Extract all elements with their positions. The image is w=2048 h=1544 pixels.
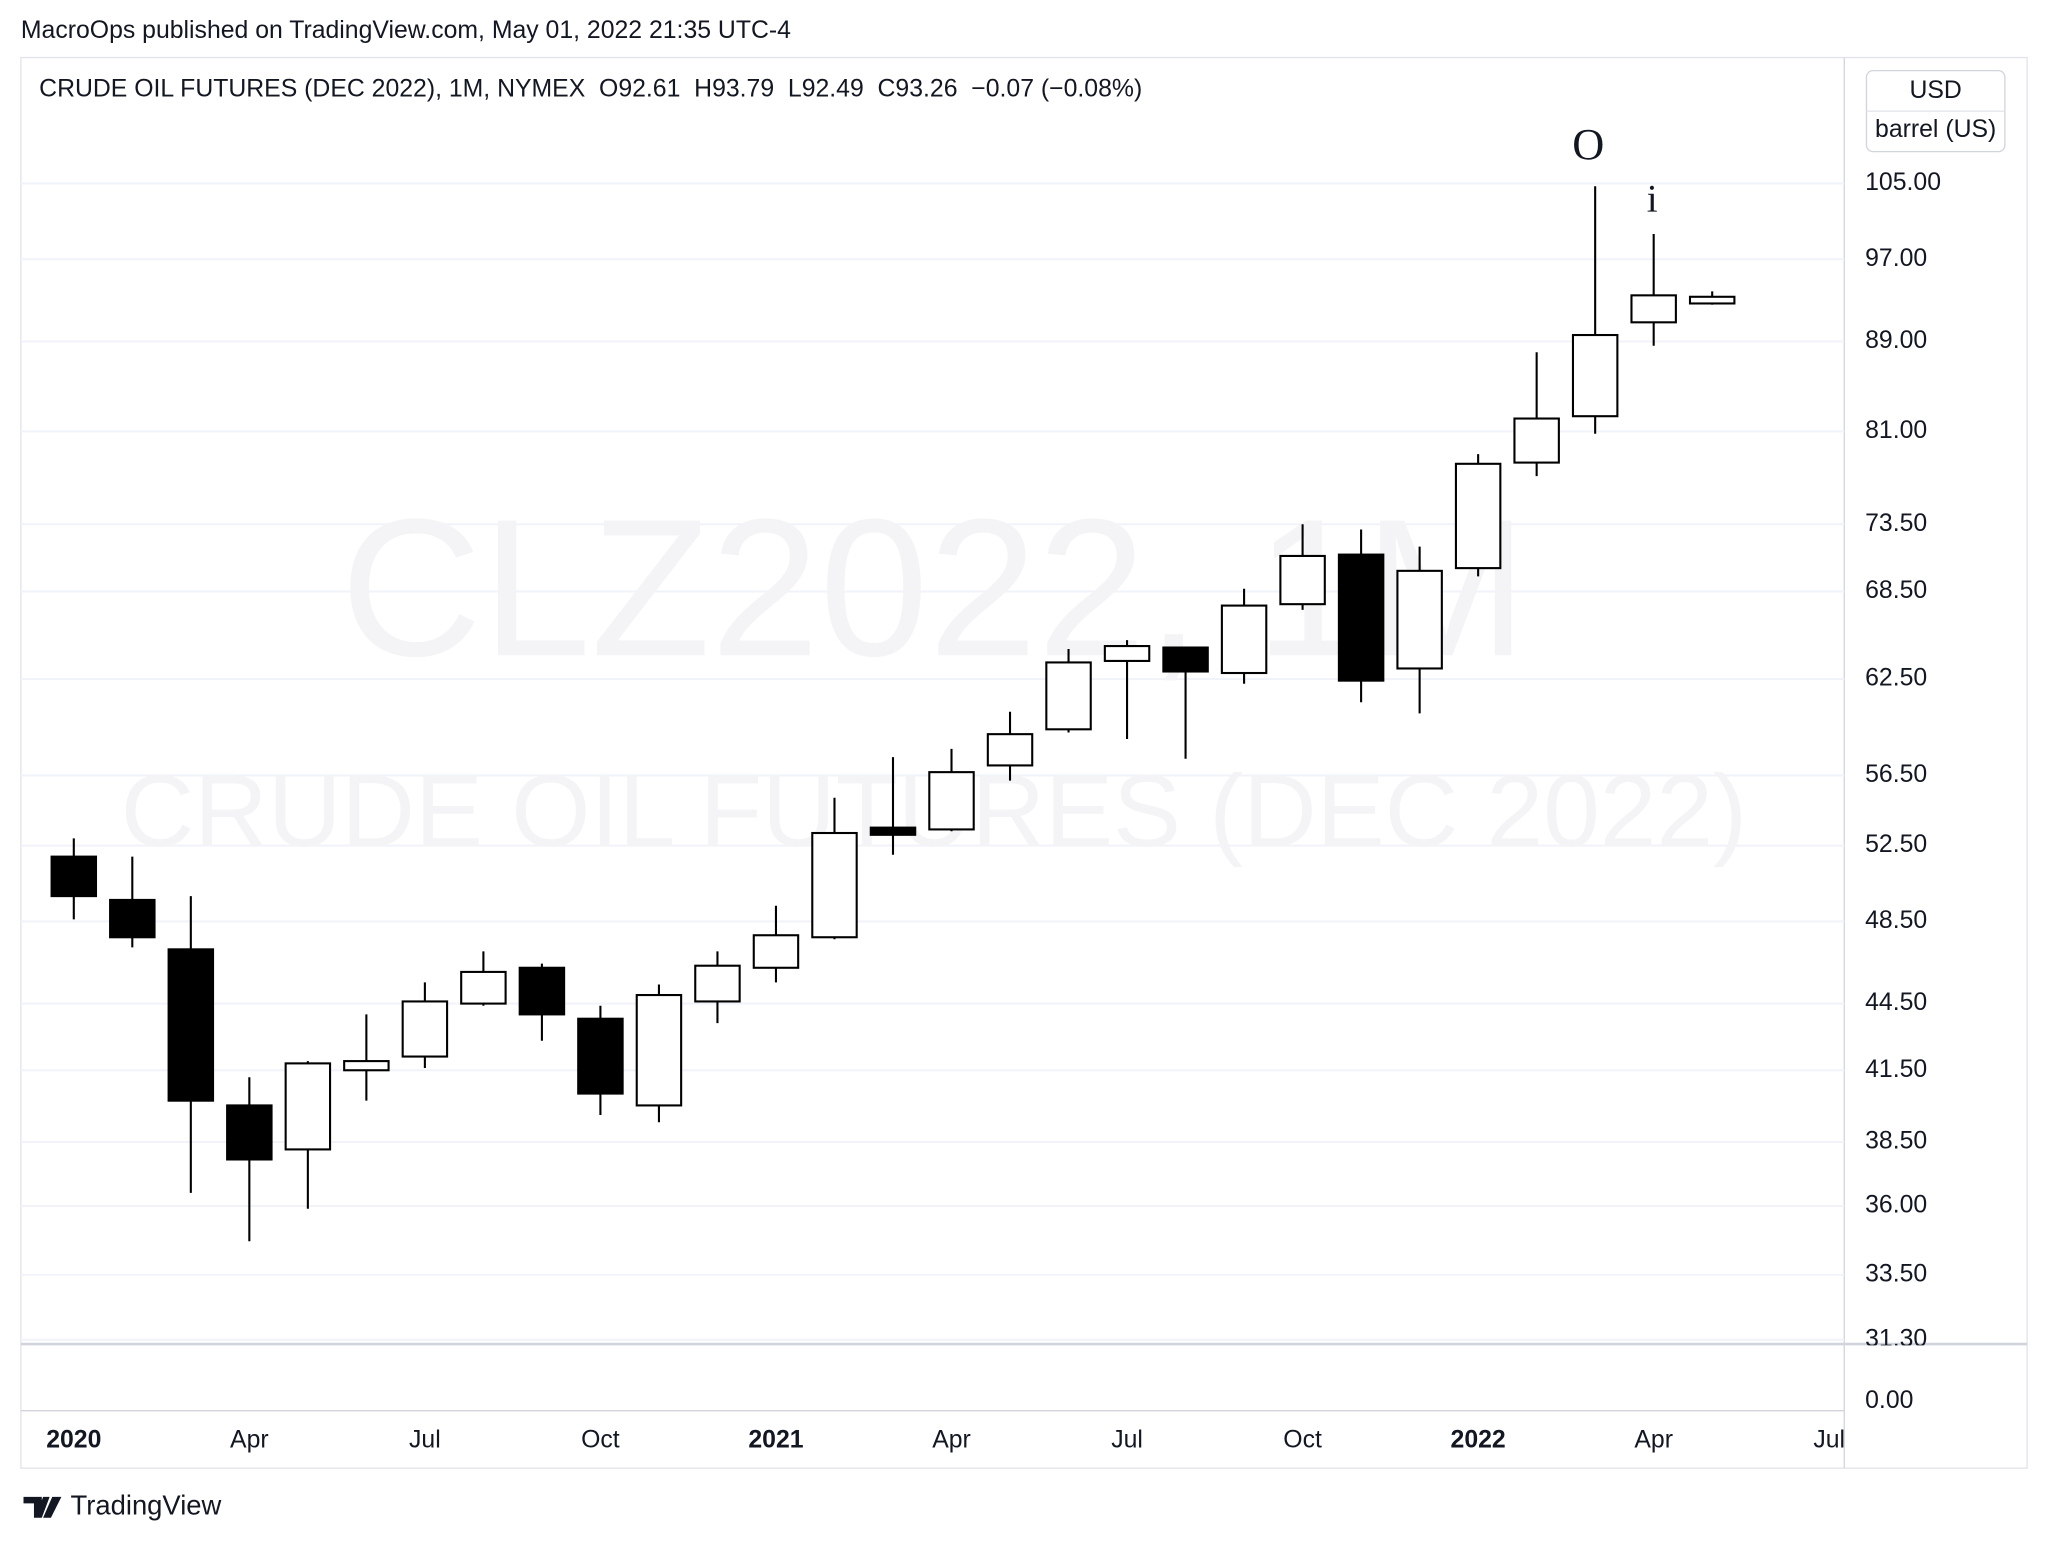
x-tick-label: 2022 <box>1451 1426 1506 1453</box>
time-axis: 2020 Apr Jul Oct 2021 Apr Jul Oct 2022 Apr Jul <box>46 1426 1845 1453</box>
y-tick-label: 38.50 <box>1865 1127 1927 1154</box>
candle-body <box>1454 462 1502 570</box>
y-tick-label: 48.50 <box>1865 907 1927 934</box>
candle-body <box>1688 295 1736 305</box>
brand-logo <box>23 1496 62 1518</box>
candle-body <box>694 964 741 1003</box>
annotation: i <box>1647 178 1658 221</box>
x-tick-label: 2020 <box>46 1426 101 1453</box>
candle-body <box>343 1060 390 1072</box>
brand-name: TradingView <box>71 1490 222 1521</box>
currency-label[interactable]: USD <box>1909 77 1961 104</box>
y-tick-label: 81.00 <box>1865 417 1927 444</box>
y-tick-label: 33.50 <box>1865 1260 1927 1287</box>
x-tick-label: Apr <box>932 1426 971 1453</box>
watermark: CLZ2022, 1M CRUDE OIL FUTURES (DEC 2022) <box>121 478 1747 868</box>
y-tick-label: 97.00 <box>1865 245 1927 272</box>
x-tick-label: Oct <box>581 1426 620 1453</box>
candle-body <box>226 1104 273 1161</box>
y-tick-label: 52.50 <box>1865 831 1927 858</box>
candle-body <box>284 1062 332 1151</box>
y-tick-label: 31.30 <box>1865 1325 1927 1352</box>
x-tick-label: Apr <box>1634 1426 1673 1453</box>
candle-body <box>752 934 800 969</box>
candle-body <box>811 831 858 939</box>
candle-body <box>401 1000 449 1058</box>
x-tick-label: 2021 <box>748 1426 803 1453</box>
candle-body <box>1279 554 1326 606</box>
candles <box>50 186 1736 1242</box>
candle-body <box>1513 417 1560 464</box>
price-axis: 105.00 97.00 89.00 81.00 73.50 68.50 62.50 56.5… <box>1865 169 1941 1352</box>
y-tick-label: 73.50 <box>1865 510 1927 537</box>
candle-body <box>109 898 156 939</box>
candle-body <box>1337 553 1385 682</box>
candle-body <box>635 993 683 1107</box>
candle-body <box>1396 569 1443 670</box>
candle-body <box>1220 604 1268 675</box>
y-tick-label: 56.50 <box>1865 761 1927 788</box>
candle-body <box>577 1017 624 1095</box>
unit-label[interactable]: barrel (US) <box>1875 116 1996 143</box>
x-tick-label: Apr <box>230 1426 269 1453</box>
candle-body <box>928 771 975 831</box>
candle-body <box>1103 645 1151 662</box>
annotation: O <box>1572 119 1604 169</box>
candle-body <box>986 733 1034 767</box>
y-tick-label: 68.50 <box>1865 577 1927 604</box>
candle-body <box>1630 294 1677 324</box>
x-tick-label: Jul <box>1813 1426 1845 1453</box>
watermark-symbol: CLZ2022, 1M <box>340 478 1527 697</box>
chart-frame <box>20 56 2028 1469</box>
y-tick-label: 44.50 <box>1865 989 1927 1016</box>
candle-body <box>869 826 917 836</box>
candle-body <box>167 948 215 1102</box>
symbol-header: CRUDE OIL FUTURES (DEC 2022), 1M, NYMEX … <box>39 76 1142 103</box>
candle-body <box>1045 661 1092 731</box>
y-tick-label: 41.50 <box>1865 1056 1927 1083</box>
publish-info: MacroOps published on TradingView.com, M… <box>21 17 791 44</box>
candle-body <box>50 855 98 898</box>
candle-body <box>460 970 507 1005</box>
brand: TradingView <box>23 1490 222 1521</box>
y-tick-label: 36.00 <box>1865 1192 1927 1219</box>
candle-body <box>518 966 566 1016</box>
lower-pane-tick-label: 0.00 <box>1865 1387 1913 1414</box>
candle-body <box>1571 333 1619 418</box>
y-tick-label: 89.00 <box>1865 327 1927 354</box>
y-tick-label: 62.50 <box>1865 665 1927 692</box>
x-tick-label: Jul <box>409 1426 441 1453</box>
x-tick-label: Jul <box>1111 1426 1143 1453</box>
y-tick-label: 105.00 <box>1865 169 1941 196</box>
candle-body <box>1162 646 1209 673</box>
x-tick-label: Oct <box>1283 1426 1322 1453</box>
